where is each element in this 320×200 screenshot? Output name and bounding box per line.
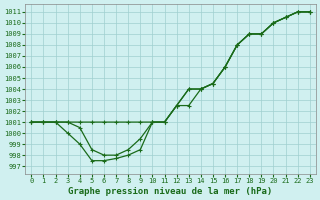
X-axis label: Graphe pression niveau de la mer (hPa): Graphe pression niveau de la mer (hPa) [68, 187, 273, 196]
